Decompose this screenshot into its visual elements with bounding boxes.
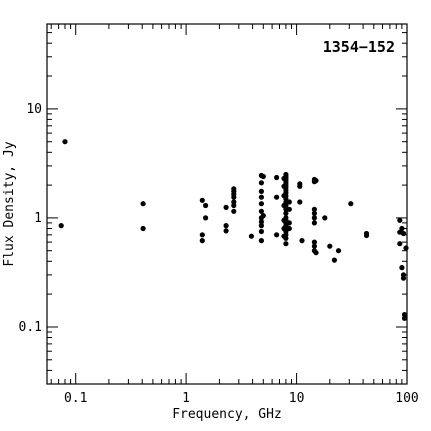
data-points bbox=[58, 139, 409, 321]
x-tick-label: 100 bbox=[395, 391, 418, 406]
data-point bbox=[397, 241, 403, 247]
data-point bbox=[231, 202, 237, 209]
data-point bbox=[231, 208, 237, 214]
data-point bbox=[311, 215, 317, 221]
data-point bbox=[274, 232, 280, 238]
data-point bbox=[258, 219, 264, 225]
data-point bbox=[283, 202, 289, 209]
data-point bbox=[401, 312, 408, 318]
data-point bbox=[299, 238, 305, 244]
data-point bbox=[311, 220, 317, 226]
data-point bbox=[258, 194, 264, 200]
data-point bbox=[199, 238, 205, 244]
data-point bbox=[140, 225, 146, 232]
data-point bbox=[311, 239, 317, 245]
data-point bbox=[283, 210, 289, 216]
data-point bbox=[297, 199, 303, 205]
data-point bbox=[223, 228, 229, 234]
x-tick-label: 1 bbox=[182, 391, 190, 406]
data-point bbox=[258, 228, 264, 235]
y-axis-label: Flux Density, Jy bbox=[2, 141, 17, 266]
data-point bbox=[297, 183, 303, 189]
data-point bbox=[403, 245, 409, 251]
data-point bbox=[286, 206, 292, 212]
data-point bbox=[58, 223, 64, 229]
data-point bbox=[260, 213, 266, 219]
data-point bbox=[199, 232, 205, 238]
data-point bbox=[203, 202, 209, 209]
data-point bbox=[260, 173, 266, 180]
data-point bbox=[286, 225, 292, 232]
data-point bbox=[199, 197, 205, 203]
x-tick-label: 0.1 bbox=[64, 391, 87, 406]
data-point bbox=[231, 194, 237, 200]
x-tick-label: 10 bbox=[289, 391, 305, 406]
data-point bbox=[286, 199, 292, 205]
data-point bbox=[313, 250, 319, 256]
data-point bbox=[311, 206, 317, 212]
data-point bbox=[258, 188, 264, 194]
data-point bbox=[283, 235, 289, 241]
data-point bbox=[322, 215, 328, 221]
data-point bbox=[223, 204, 229, 210]
data-point bbox=[223, 223, 229, 229]
data-point bbox=[274, 194, 280, 200]
data-point bbox=[397, 217, 403, 223]
data-point bbox=[400, 275, 407, 281]
data-point bbox=[258, 238, 264, 244]
data-point bbox=[313, 178, 319, 184]
data-point bbox=[399, 225, 405, 232]
data-point bbox=[327, 243, 333, 249]
data-point bbox=[311, 210, 317, 216]
plot-frame bbox=[46, 23, 408, 385]
chart-title: 1354−152 bbox=[323, 38, 395, 56]
data-point bbox=[400, 230, 407, 237]
data-point bbox=[335, 248, 342, 254]
data-point bbox=[311, 243, 317, 249]
data-point bbox=[331, 257, 337, 263]
data-point bbox=[283, 241, 289, 247]
data-point bbox=[258, 180, 264, 186]
data-point bbox=[399, 265, 405, 271]
data-point bbox=[363, 232, 370, 239]
data-point bbox=[248, 233, 254, 239]
data-point bbox=[203, 215, 209, 221]
data-point bbox=[258, 223, 264, 229]
x-axis-label: Frequency, GHz bbox=[172, 407, 282, 422]
data-point bbox=[348, 201, 354, 207]
data-point bbox=[401, 315, 408, 321]
y-tick-label: 0.1 bbox=[19, 320, 42, 335]
y-tick-label: 1 bbox=[34, 211, 42, 226]
data-point bbox=[258, 208, 264, 214]
data-point bbox=[274, 174, 280, 181]
data-point bbox=[286, 220, 292, 226]
y-tick-label: 10 bbox=[26, 102, 42, 117]
axis-ticks: 0.1 1 10 100 0.1 1 10 bbox=[19, 23, 419, 406]
data-point bbox=[140, 201, 146, 207]
data-point bbox=[258, 201, 264, 207]
data-point bbox=[62, 139, 68, 145]
